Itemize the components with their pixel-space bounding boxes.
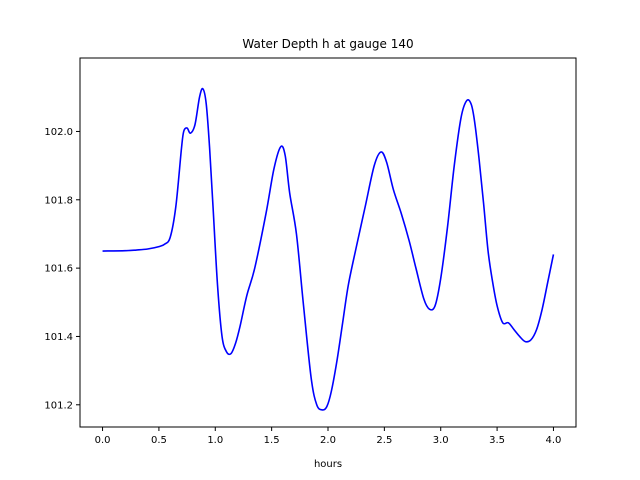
y-axis: 101.2 101.4 101.6 101.8 102.0 (44, 127, 80, 411)
x-tick-label: 1.5 (264, 435, 280, 446)
x-tick-label: 2.5 (376, 435, 392, 446)
y-tick-label: 101.2 (44, 400, 73, 411)
x-tick-label: 3.5 (489, 435, 505, 446)
x-tick-label: 1.0 (207, 435, 223, 446)
y-tick-label: 101.8 (44, 195, 73, 206)
x-tick-label: 4.0 (546, 435, 562, 446)
y-tick-label: 101.4 (44, 332, 73, 343)
x-tick-label: 2.0 (320, 435, 336, 446)
x-tick-label: 0.5 (151, 435, 167, 446)
y-tick-label: 101.6 (44, 264, 73, 275)
x-axis-label: hours (314, 459, 342, 470)
series-line (102, 87, 555, 411)
x-axis: 0.0 0.5 1.0 1.5 2.0 2.5 3.0 3.5 4.0 (95, 427, 562, 446)
x-tick-label: 3.0 (433, 435, 449, 446)
chart-title: Water Depth h at gauge 140 (242, 37, 413, 51)
x-tick-label: 0.0 (95, 435, 111, 446)
plot-area (102, 87, 555, 411)
y-tick-label: 102.0 (44, 127, 73, 138)
